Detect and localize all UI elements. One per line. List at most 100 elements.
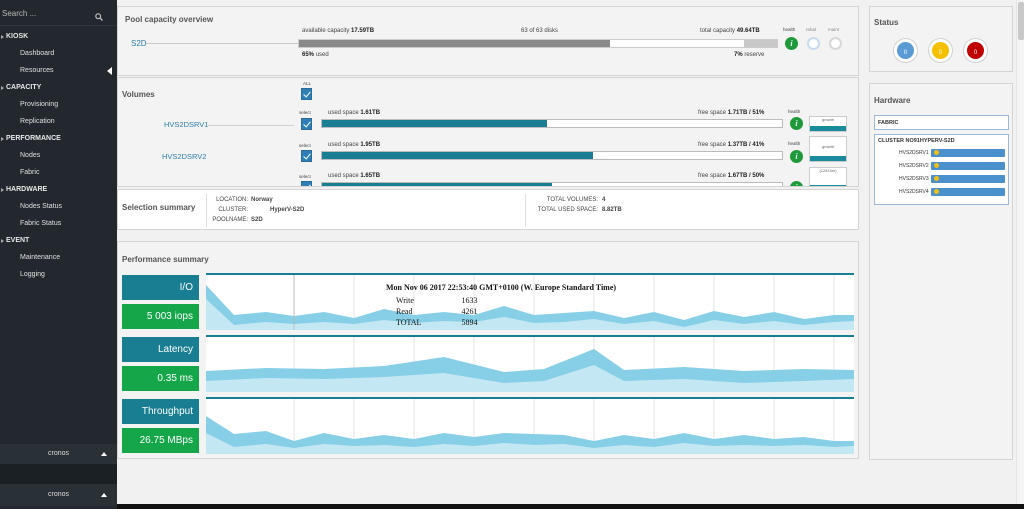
selection-summary-panel: Selection summary LOCATION: Norway CLUST… (117, 189, 859, 230)
volume-name[interactable]: HVS2DSRV1 (164, 120, 209, 129)
status-info-indicator[interactable]: 0 (894, 39, 917, 62)
status-panel: Status 0 0 0 (869, 6, 1013, 72)
tooltip-series: TOTAL (396, 317, 422, 327)
sidebar: KIOSK Dashboard Resources CAPACITY Provi… (0, 0, 117, 509)
maintenance-icon[interactable] (829, 37, 842, 50)
user-menu-bottom[interactable]: cronos (0, 484, 117, 506)
pool-name[interactable]: S2D (131, 39, 147, 48)
nav-item-provisioning[interactable]: Provisioning (20, 101, 59, 108)
nav-item-nodes[interactable]: Nodes (20, 152, 41, 159)
health-label: health (783, 27, 796, 32)
divider-line (146, 43, 298, 44)
pool-capacity-panel: Pool capacity overview S2D available cap… (117, 6, 859, 76)
chevron-up-icon (101, 452, 107, 456)
nav-item-nodes-status[interactable]: Nodes Status (20, 203, 63, 210)
chart-tooltip: Mon Nov 06 2017 22:53:40 GMT+0100 (W. Eu… (386, 283, 616, 328)
select-label: select (299, 143, 311, 148)
nav-section-hardware[interactable]: HARDWARE (0, 181, 117, 198)
node-status-dot (934, 189, 939, 194)
used-percent: 65% used (302, 52, 329, 58)
total-volumes-label: TOTAL VOLUMES: (546, 197, 598, 203)
volume-name[interactable]: HVS2DSRV2 (162, 152, 207, 161)
growth-label: growth (821, 117, 834, 122)
poolname-value: S2D (251, 217, 263, 223)
volume-select-checkbox[interactable] (301, 118, 312, 130)
nav-section-capacity[interactable]: CAPACITY (0, 79, 117, 96)
latency-chart[interactable] (206, 335, 854, 392)
health-label: health (788, 141, 801, 146)
nav-item-logging[interactable]: Logging (20, 271, 45, 278)
performance-summary-panel: Performance summary I/O 5 003 iops Mon N… (117, 241, 859, 459)
location-label: LOCATION: (216, 197, 248, 203)
volume-select-checkbox[interactable] (301, 181, 312, 186)
poolname-label: POOLNAME: (212, 217, 248, 223)
nav-item-replication[interactable]: Replication (20, 118, 55, 125)
select-label: select (299, 174, 311, 179)
nav-item-dashboard[interactable]: Dashboard (20, 50, 55, 57)
health-ok-icon[interactable]: i (790, 117, 803, 130)
nav-section-performance[interactable]: PERFORMANCE (0, 130, 117, 147)
user-menu-top[interactable]: cronos (0, 444, 117, 464)
nav-item-maintenance[interactable]: Maintenance (20, 254, 61, 261)
health-ok-icon[interactable]: i (790, 150, 803, 163)
sidebar-footer-gap (0, 464, 117, 484)
throughput-chart[interactable] (206, 397, 854, 454)
select-label: select (299, 110, 311, 115)
available-capacity: available capacity 17.59TB (302, 28, 375, 34)
search-input[interactable] (0, 5, 92, 21)
nav-item-resources[interactable]: Resources (0, 62, 117, 79)
health-label: health (788, 109, 801, 114)
node-name[interactable]: HVS2DSRV4 (899, 189, 929, 195)
throughput-label: Throughput (122, 399, 199, 424)
nav-section-kiosk[interactable]: KIOSK (0, 28, 117, 45)
fabric-box[interactable]: FABRIC (874, 115, 1009, 130)
panel-title: Volumes (122, 90, 155, 99)
io-chart[interactable]: Mon Nov 06 2017 22:53:40 GMT+0100 (W. Eu… (206, 273, 854, 330)
volume-usage-fill (322, 120, 548, 127)
tooltip-table: Write 1633 Read 4261 TOTAL 5894 (386, 295, 481, 328)
latency-value: 0.35 ms (122, 366, 199, 391)
node-name[interactable]: HVS2DSRV3 (899, 176, 929, 182)
divider-line (208, 125, 294, 126)
tooltip-value: 4261 (461, 306, 478, 316)
page-scrollbar[interactable] (1016, 0, 1024, 509)
user-name: cronos (47, 491, 69, 498)
scrollbar-thumb[interactable] (1018, 2, 1024, 40)
rebalance-icon[interactable] (807, 37, 820, 50)
reserve-percent: 7% reserve (734, 52, 765, 58)
total-used-label: TOTAL USED SPACE: (537, 207, 598, 213)
nav-item-fabric-status[interactable]: Fabric Status (20, 220, 62, 227)
pool-reserve-fill (743, 40, 777, 47)
growth-label: (12815m) (819, 168, 837, 173)
tooltip-time: Mon Nov 06 2017 22:53:40 GMT+0100 (W. Eu… (386, 283, 617, 292)
nav-item-fabric[interactable]: Fabric (20, 169, 40, 176)
nav-section-event[interactable]: EVENT (0, 232, 117, 249)
node-name[interactable]: HVS2DSRV1 (899, 150, 929, 156)
maint-label: maint (828, 27, 840, 32)
volume-usage-bar (321, 151, 783, 160)
node-status-bar (931, 149, 1005, 157)
status-warning-indicator[interactable]: 0 (929, 39, 952, 62)
location-value: Norway (251, 197, 273, 203)
divider-line (525, 194, 526, 227)
status-error-indicator[interactable]: 0 (964, 39, 987, 62)
growth-fill (810, 126, 846, 131)
search-icon[interactable] (95, 8, 103, 26)
health-ok-icon[interactable]: i (790, 181, 803, 186)
health-ok-icon[interactable]: i (785, 37, 798, 50)
throughput-chart-svg (206, 399, 854, 454)
latency-label: Latency (122, 337, 199, 362)
total-volumes-value: 4 (602, 197, 606, 203)
tooltip-series: Write (396, 295, 414, 305)
node-status-dot (934, 163, 939, 168)
volume-select-checkbox[interactable] (301, 150, 312, 162)
select-all-label: ALL (303, 81, 312, 86)
growth-fill (810, 156, 846, 161)
panel-title: Pool capacity overview (125, 15, 214, 24)
node-name[interactable]: HVS2DSRV2 (899, 163, 929, 169)
growth-sparkline: (12815m) (809, 167, 847, 186)
cluster-box[interactable]: CLUSTER NO91HYPERV-S2D HVS2DSRV1 HVS2DSR… (874, 134, 1009, 205)
io-chart-svg (206, 275, 854, 330)
panel-title: Hardware (874, 96, 911, 105)
select-all-checkbox[interactable] (301, 88, 312, 100)
